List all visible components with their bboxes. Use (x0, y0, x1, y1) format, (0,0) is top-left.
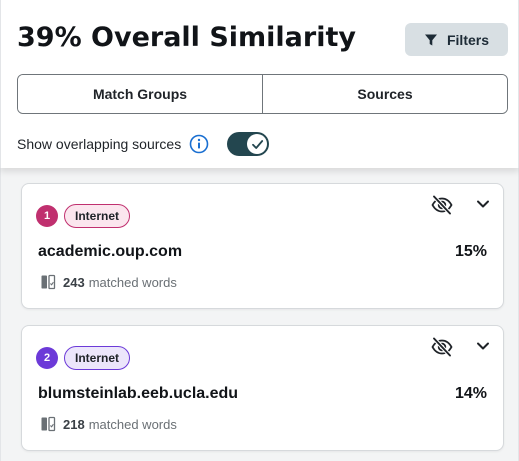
source-type-tag: Internet (64, 204, 131, 228)
view-tabs: Match Groups Sources (17, 74, 508, 114)
matched-words-count: 218 (63, 416, 85, 432)
toggle-knob (247, 134, 268, 154)
overlap-toggle[interactable] (227, 132, 270, 156)
filters-button[interactable]: Filters (405, 23, 508, 56)
chevron-down-icon[interactable] (474, 337, 492, 355)
overlap-setting: Show overlapping sources (17, 130, 270, 158)
source-percent: 15% (454, 243, 487, 260)
matched-words-count: 243 (63, 274, 85, 290)
matched-words: 218 matched words (40, 416, 177, 432)
overlap-label: Show overlapping sources (17, 136, 182, 152)
source-number-badge: 2 (36, 347, 58, 369)
info-icon[interactable] (189, 134, 209, 154)
tab-sources[interactable]: Sources (262, 75, 507, 113)
filter-icon (424, 34, 437, 45)
source-percent: 14% (454, 385, 487, 402)
source-type-tag: Internet (64, 346, 131, 370)
source-number-badge: 1 (36, 205, 58, 227)
tab-match-groups[interactable]: Match Groups (18, 75, 262, 113)
filters-button-label: Filters (446, 31, 489, 48)
matched-words: 243 matched words (40, 274, 177, 290)
source-badges: 2 Internet (36, 346, 131, 370)
matched-words-icon (41, 274, 56, 290)
eye-slash-icon[interactable] (430, 193, 454, 217)
source-domain[interactable]: academic.oup.com (38, 243, 183, 260)
source-badges: 1 Internet (36, 204, 131, 228)
check-icon (251, 139, 263, 149)
similarity-header: 39% Overall Similarity Filters Match Gro… (0, 0, 519, 168)
source-domain[interactable]: blumsteinlab.eeb.ucla.edu (38, 385, 239, 402)
matched-words-icon (41, 416, 56, 432)
matched-words-label: matched words (88, 416, 177, 432)
source-card[interactable]: 1 Internet academic.oup.com 15% 243 matc… (21, 183, 504, 309)
chevron-down-icon[interactable] (474, 195, 492, 213)
sources-list: 1 Internet academic.oup.com 15% 243 matc… (0, 168, 519, 461)
eye-slash-icon[interactable] (430, 335, 454, 359)
page-title: 39% Overall Similarity (17, 22, 356, 53)
source-card[interactable]: 2 Internet blumsteinlab.eeb.ucla.edu 14%… (21, 325, 504, 451)
matched-words-label: matched words (88, 274, 177, 290)
